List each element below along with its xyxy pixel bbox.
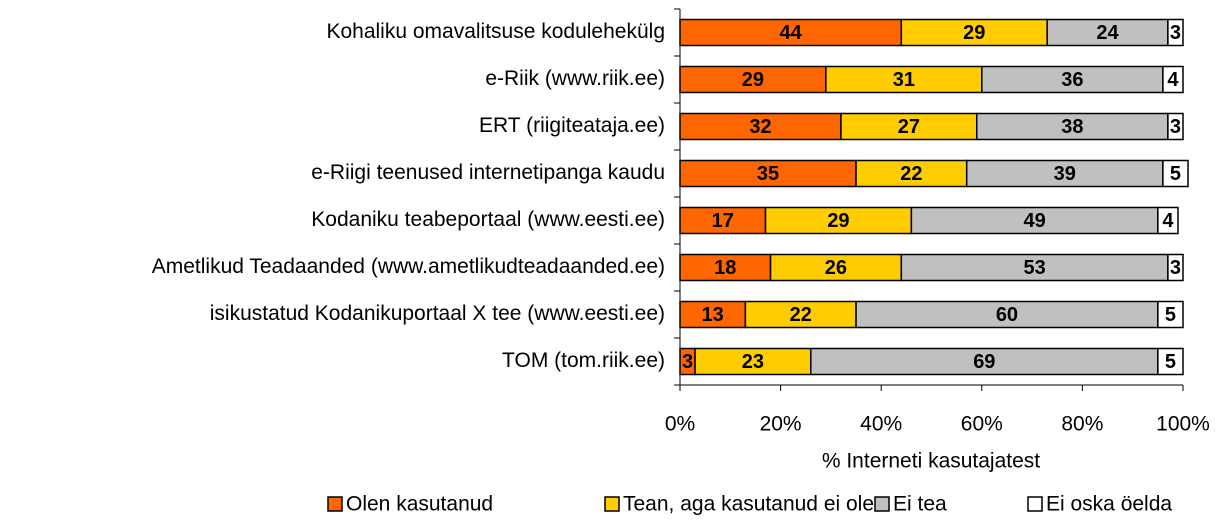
x-axis-label: % Interneti kasutajatest [822,450,1040,473]
y-tick-label: isikustatud Kodanikuportaal X tee (www.e… [210,302,665,325]
data-label: 5 [1165,304,1176,326]
bar-segment [769,253,903,282]
data-label: 32 [749,116,771,138]
x-tick-label: 60% [961,413,1003,436]
bar-segment [1157,347,1184,376]
legend-swatch [604,496,620,512]
bar-segment [1167,18,1184,47]
data-label: 4 [1162,210,1174,232]
data-label: 3 [1170,22,1181,44]
legend-label: Ei oska öelda [1046,493,1172,516]
data-label: 5 [1165,351,1176,373]
bar-segment [1167,112,1184,141]
bar-segment [764,206,913,235]
x-tick-label: 100% [1156,413,1210,436]
x-tick-label: 0% [665,413,695,436]
data-label: 23 [742,351,764,373]
data-label: 4 [1167,69,1179,91]
data-label: 69 [973,351,995,373]
data-label: 53 [1023,257,1045,279]
data-label: 36 [1061,69,1083,91]
data-label: 17 [712,210,734,232]
data-label: 49 [1023,210,1045,232]
data-label: 22 [900,163,922,185]
data-label: 3 [1170,116,1181,138]
bar-segment [1162,159,1189,188]
bar-segment [679,253,772,282]
legend-swatch [1027,496,1043,512]
x-tick-label: 80% [1061,413,1103,436]
bar-segment [900,18,1048,47]
bar-segment [1167,253,1184,282]
data-label: 29 [963,22,985,44]
data-label: 60 [996,304,1018,326]
bar-segment [1162,65,1184,94]
bar-segment [910,206,1159,235]
data-label: 5 [1170,163,1181,185]
bar-segment [825,65,983,94]
bar-segment [976,112,1169,141]
bar-segment [810,347,1159,376]
y-tick-label: Ametlikud Teadaanded (www.ametlikudteada… [152,255,665,278]
data-label: 29 [827,210,849,232]
data-label: 29 [742,69,764,91]
bar-segment [679,65,827,94]
data-label: 18 [714,257,736,279]
bar-segment [981,65,1164,94]
data-label: 13 [702,304,724,326]
data-label: 38 [1061,116,1083,138]
y-tick-label: ERT (riigiteataja.ee) [479,114,665,137]
bar-segment [1157,300,1184,329]
bar-segment [1046,18,1169,47]
x-tick-label: 20% [760,413,802,436]
data-label: 22 [790,304,812,326]
legend-label: Tean, aga kasutanud ei ole [623,493,874,516]
data-label: 3 [682,351,693,373]
y-tick-label: Kohaliku omavalitsuse kodulehekülg [326,20,665,43]
y-tick-label: TOM (tom.riik.ee) [502,349,665,372]
data-label: 24 [1096,22,1119,44]
bar-segment [840,112,978,141]
data-label: 26 [825,257,847,279]
bar-segment [679,112,842,141]
data-label: 44 [780,22,803,44]
bar-segment [1157,206,1179,235]
bar-segment [855,159,968,188]
bar-segment [744,300,857,329]
data-label: 39 [1054,163,1076,185]
legend-label: Olen kasutanud [346,493,493,516]
x-tick-label: 40% [860,413,902,436]
data-label: 35 [757,163,779,185]
data-label: 3 [1170,257,1181,279]
y-tick-label: e-Riigi teenused internetipanga kaudu [311,161,665,184]
y-tick-label: Kodaniku teabeportaal (www.eesti.ee) [311,208,665,231]
legend-swatch [327,496,343,512]
legend-swatch [874,496,890,512]
y-tick-label: e-Riik (www.riik.ee) [485,67,665,90]
data-label: 31 [893,69,915,91]
legend-label: Ei tea [893,493,947,516]
data-label: 27 [898,116,920,138]
bar-segment [679,159,857,188]
